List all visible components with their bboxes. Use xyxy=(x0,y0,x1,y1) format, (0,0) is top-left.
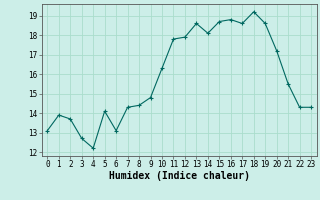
X-axis label: Humidex (Indice chaleur): Humidex (Indice chaleur) xyxy=(109,171,250,181)
